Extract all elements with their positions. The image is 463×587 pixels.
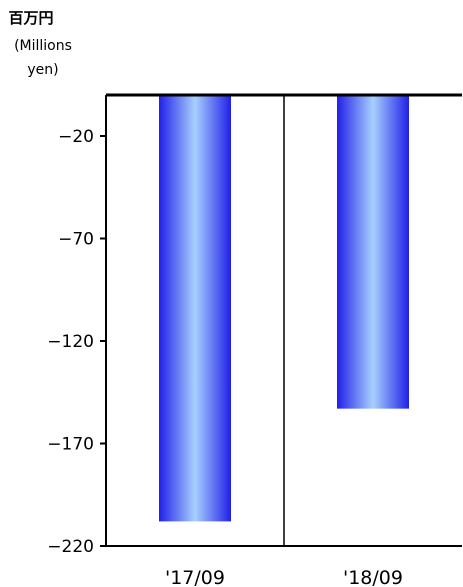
y-tick-label: −120 — [47, 332, 94, 352]
bar-1 — [159, 95, 231, 522]
y-tick-label: −20 — [58, 127, 94, 147]
y-axis-unit-japanese: 百万円 — [8, 9, 54, 27]
y-axis-unit-english-line2: yen) — [27, 62, 59, 78]
y-tick-label: −220 — [47, 537, 94, 557]
x-category-label: '17/09 — [165, 567, 225, 587]
y-axis-unit-english-line1: (Millions — [14, 38, 72, 54]
y-tick-label: −170 — [47, 435, 94, 455]
bar-2 — [337, 95, 409, 409]
x-category-label: '18/09 — [343, 567, 403, 587]
y-tick-label: −70 — [58, 230, 94, 250]
